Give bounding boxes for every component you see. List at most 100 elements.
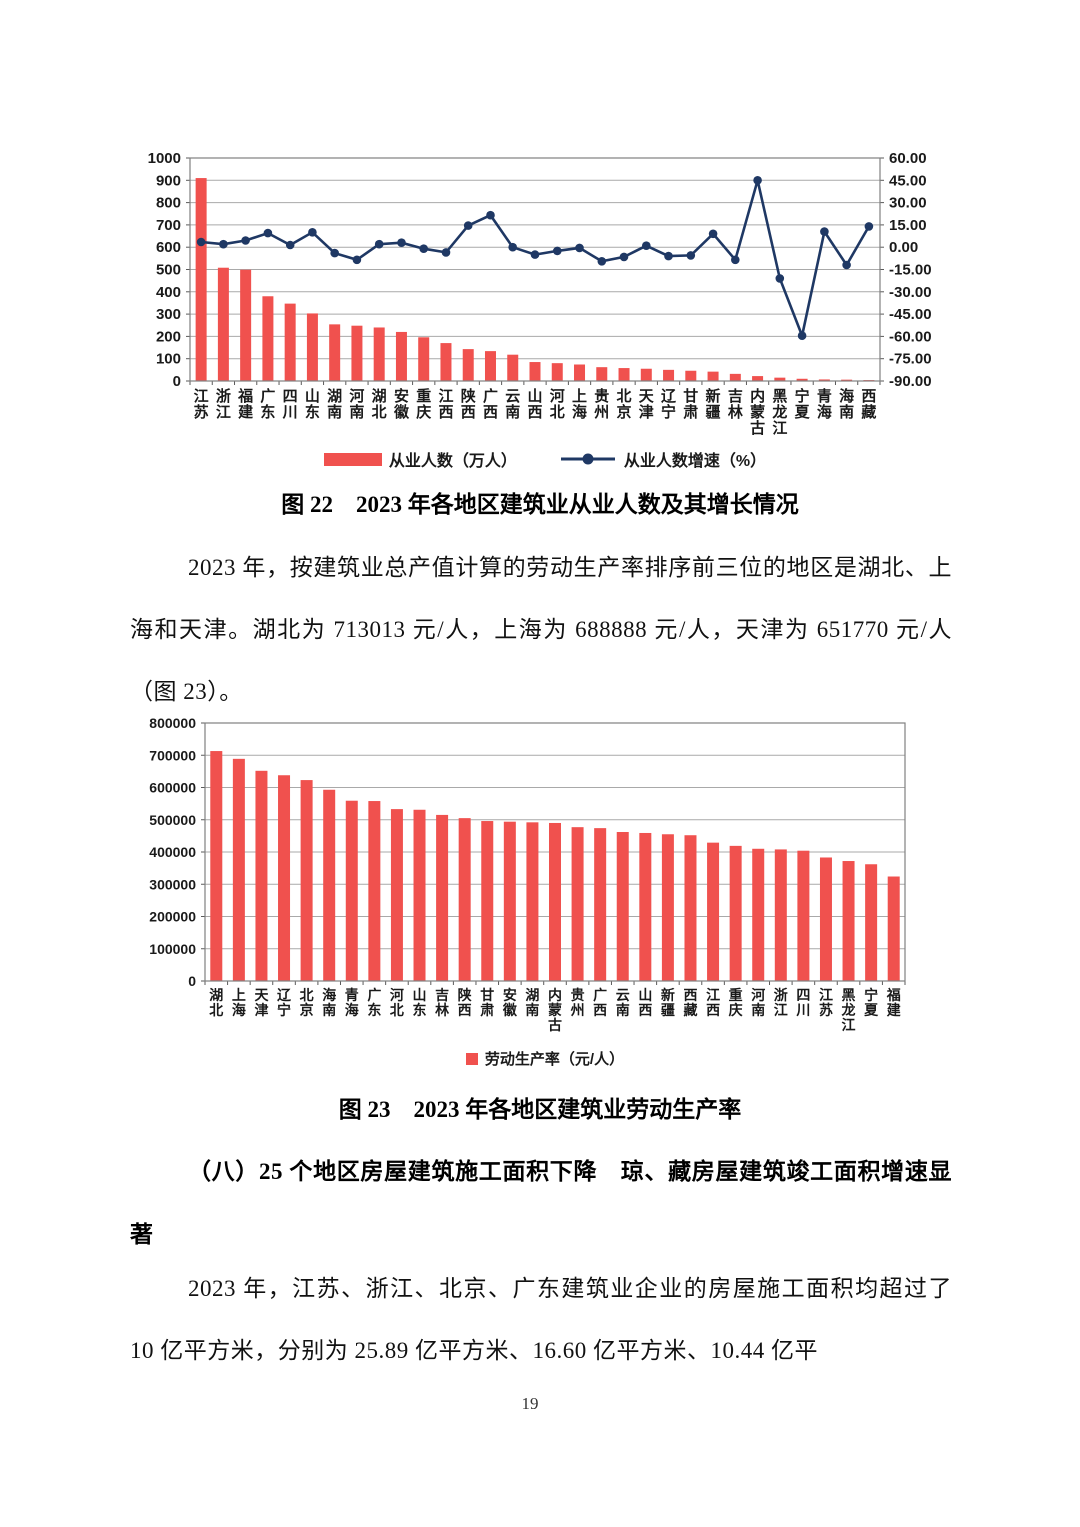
svg-text:浙江: 浙江	[774, 987, 788, 1018]
svg-text:贵州: 贵州	[593, 387, 609, 421]
svg-text:青海: 青海	[345, 987, 359, 1018]
svg-text:600000: 600000	[149, 780, 196, 796]
bar-swatch-icon	[323, 452, 382, 466]
svg-text:黑龙江: 黑龙江	[841, 987, 856, 1033]
svg-text:重庆: 重庆	[729, 987, 743, 1018]
svg-text:新疆: 新疆	[661, 987, 675, 1018]
figure22-legend: 从业人数（万人） 从业人数增速（%）	[130, 447, 960, 471]
svg-text:西藏: 西藏	[683, 987, 697, 1018]
svg-text:300: 300	[156, 306, 181, 323]
svg-text:河北: 河北	[390, 987, 404, 1018]
figure22-caption: 图 22 2023 年各地区建筑业从业人数及其增长情况	[281, 492, 799, 517]
svg-text:30.00: 30.00	[889, 195, 927, 212]
svg-text:500: 500	[156, 262, 181, 279]
svg-text:黑龙江: 黑龙江	[771, 388, 787, 437]
svg-text:广东: 广东	[260, 387, 275, 421]
svg-text:福建: 福建	[886, 987, 901, 1018]
svg-text:400000: 400000	[149, 844, 196, 860]
svg-text:700: 700	[156, 217, 181, 234]
svg-text:600: 600	[156, 239, 181, 256]
legend-item-growth: 从业人数增速（%）	[559, 447, 766, 471]
svg-text:100: 100	[156, 351, 181, 368]
svg-text:安徽: 安徽	[502, 987, 518, 1018]
svg-text:青海: 青海	[817, 387, 832, 421]
svg-text:云南: 云南	[505, 388, 520, 421]
paragraph-floor-area: 2023 年，江苏、浙江、北京、广东建筑业企业的房屋施工面积均超过了 10 亿平…	[130, 1276, 952, 1363]
svg-text:-60.00: -60.00	[889, 328, 932, 345]
bar-swatch-icon	[465, 1052, 478, 1065]
svg-text:上海: 上海	[232, 987, 246, 1018]
svg-text:-15.00: -15.00	[889, 262, 932, 279]
svg-text:200000: 200000	[149, 909, 196, 925]
svg-text:上海: 上海	[572, 388, 587, 421]
svg-text:15.00: 15.00	[889, 217, 927, 234]
svg-text:内蒙古: 内蒙古	[750, 387, 765, 437]
svg-text:湖南: 湖南	[525, 987, 539, 1018]
svg-text:广西: 广西	[593, 987, 607, 1018]
svg-text:-30.00: -30.00	[889, 284, 932, 301]
svg-text:内蒙古: 内蒙古	[548, 987, 562, 1033]
svg-text:辽宁: 辽宁	[277, 987, 292, 1018]
svg-text:陕西: 陕西	[458, 987, 472, 1018]
svg-text:吉林: 吉林	[728, 387, 744, 421]
figure23-legend: 劳动生产率（元/人）	[130, 1048, 960, 1069]
legend-label: 从业人数增速（%）	[623, 453, 767, 470]
svg-text:辽宁: 辽宁	[661, 388, 676, 421]
svg-text:山东: 山东	[305, 388, 320, 421]
svg-text:北京: 北京	[617, 388, 632, 421]
productivity-chart-svg: 0 100000 200000 300000 400000 500000 600000 700…	[149, 715, 906, 1033]
svg-text:河北: 河北	[550, 387, 565, 421]
section-heading: （八）25 个地区房屋建筑施工面积下降 琼、藏房屋建筑竣工面积增速显著	[130, 1159, 952, 1247]
svg-text:四川: 四川	[795, 987, 810, 1018]
svg-text:-75.00: -75.00	[889, 351, 932, 368]
svg-text:重庆: 重庆	[416, 387, 431, 421]
svg-text:江苏: 江苏	[819, 987, 833, 1018]
svg-text:湖北: 湖北	[372, 388, 387, 421]
svg-text:45.00: 45.00	[889, 172, 927, 189]
svg-text:-90.00: -90.00	[889, 373, 932, 390]
svg-text:云南: 云南	[616, 987, 630, 1018]
svg-text:700000: 700000	[149, 747, 196, 763]
svg-text:福建: 福建	[237, 387, 254, 421]
svg-text:宁夏: 宁夏	[794, 387, 811, 421]
svg-text:900: 900	[156, 172, 181, 189]
svg-text:西藏: 西藏	[861, 388, 876, 421]
svg-text:陕西: 陕西	[461, 387, 476, 421]
svg-text:300000: 300000	[149, 876, 196, 892]
svg-text:贵州: 贵州	[570, 987, 585, 1018]
svg-text:甘肃: 甘肃	[480, 987, 494, 1018]
svg-text:800: 800	[156, 195, 181, 212]
employment-chart-svg: 0 100 200 300 400 500 600 700 800 900 1000 60.00 45.…	[148, 150, 932, 437]
legend-label: 从业人数（万人）	[388, 453, 517, 470]
svg-text:广西: 广西	[483, 387, 498, 421]
svg-text:山西: 山西	[527, 388, 542, 421]
svg-text:新疆: 新疆	[706, 387, 721, 421]
svg-text:河南: 河南	[751, 987, 765, 1018]
svg-text:江西: 江西	[438, 387, 453, 421]
figure23-caption: 图 23 2023 年各地区建筑业劳动生产率	[338, 1097, 742, 1122]
legend-label: 劳动生产率（元/人）	[484, 1051, 625, 1068]
svg-text:100000: 100000	[149, 941, 196, 957]
svg-text:海南: 海南	[322, 987, 336, 1018]
svg-text:500000: 500000	[149, 812, 196, 828]
svg-text:400: 400	[156, 284, 181, 301]
svg-text:天津: 天津	[254, 987, 269, 1018]
legend-item-productivity: 劳动生产率（元/人）	[465, 1048, 625, 1069]
svg-text:北京: 北京	[300, 987, 314, 1018]
svg-text:0: 0	[173, 373, 181, 390]
paragraph-productivity: 2023 年，按建筑业总产值计算的劳动生产率排序前三位的地区是湖北、上海和天津。…	[130, 555, 952, 704]
svg-text:200: 200	[156, 328, 181, 345]
legend-item-employees: 从业人数（万人）	[323, 447, 517, 471]
svg-text:湖南: 湖南	[327, 388, 342, 421]
svg-text:天津: 天津	[639, 388, 655, 421]
svg-text:浙江: 浙江	[216, 387, 231, 421]
svg-text:山西: 山西	[638, 987, 652, 1018]
svg-text:1000: 1000	[148, 150, 181, 167]
svg-text:0: 0	[188, 973, 196, 989]
svg-text:江苏: 江苏	[194, 387, 209, 421]
svg-text:广东: 广东	[367, 987, 381, 1018]
svg-text:0.00: 0.00	[889, 239, 918, 256]
svg-text:河南: 河南	[349, 387, 364, 421]
svg-text:60.00: 60.00	[889, 150, 927, 167]
